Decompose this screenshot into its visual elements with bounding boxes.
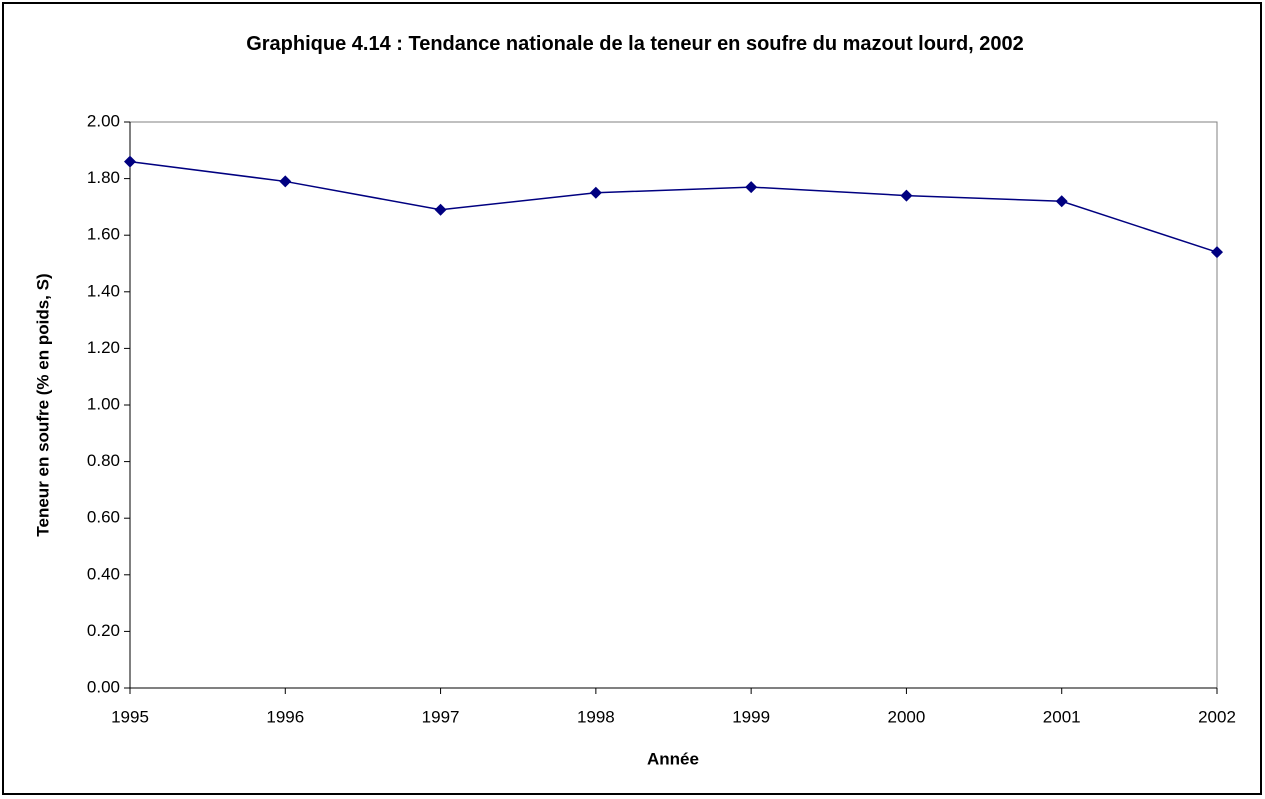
x-tick-label: 2000 — [888, 707, 926, 726]
x-tick-label: 1996 — [266, 707, 304, 726]
x-tick-label: 2001 — [1043, 707, 1081, 726]
y-tick-label: 0.60 — [87, 508, 120, 527]
point-marker — [589, 186, 602, 199]
y-tick-label: 0.00 — [87, 677, 120, 696]
point-marker — [279, 175, 292, 188]
y-tick-label: 1.40 — [87, 281, 120, 300]
y-tick-label: 1.60 — [87, 225, 120, 244]
x-tick-label: 2002 — [1198, 707, 1236, 726]
y-axis-label: Teneur en soufre (% en poids, S) — [33, 273, 52, 536]
point-marker — [1055, 195, 1068, 208]
x-tick-label: 1999 — [732, 707, 770, 726]
point-marker — [1211, 246, 1223, 259]
x-tick-label: 1998 — [577, 707, 615, 726]
point-marker — [434, 203, 447, 216]
point-marker — [900, 189, 913, 202]
point-marker — [745, 181, 758, 194]
y-tick-label: 1.00 — [87, 394, 120, 413]
series-line — [129, 160, 1218, 253]
y-tick-label: 0.80 — [87, 451, 120, 470]
y-tick-label: 0.20 — [87, 621, 120, 640]
x-axis-label: Année — [647, 749, 699, 768]
y-tick-label: 1.80 — [87, 168, 120, 187]
x-tick-label: 1995 — [111, 707, 149, 726]
x-tick-label: 1997 — [422, 707, 460, 726]
y-tick-label: 0.40 — [87, 564, 120, 583]
chart-title: Graphique 4.14 : Tendance nationale de l… — [246, 33, 1024, 55]
y-tick-label: 2.00 — [87, 111, 120, 130]
point-marker — [124, 155, 136, 168]
y-tick-label: 1.20 — [87, 338, 120, 357]
